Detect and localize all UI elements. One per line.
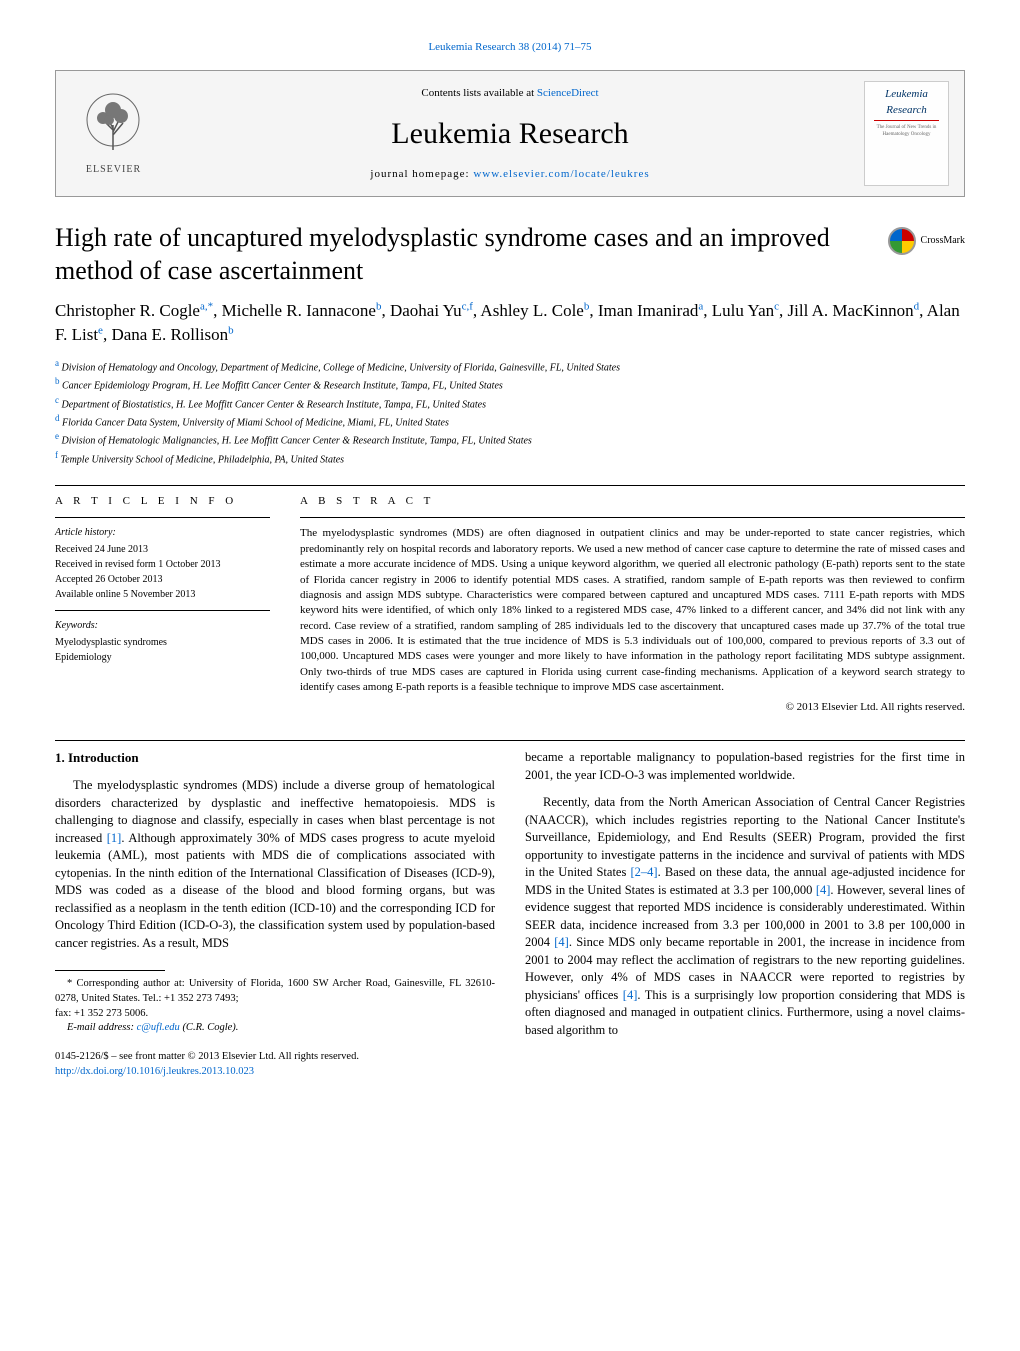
body-paragraph: The myelodysplastic syndromes (MDS) incl… [55,777,495,952]
divider [55,485,965,486]
history-label: Article history: [55,526,270,540]
body-paragraph: became a reportable malignancy to popula… [525,749,965,784]
fax-note: fax: +1 352 273 5006. [55,1007,495,1022]
email-suffix: (C.R. Cogle). [180,1022,239,1033]
affiliation-line: e Division of Hematologic Malignancies, … [55,430,965,448]
revised-date: Received in revised form 1 October 2013 [55,557,270,572]
divider [55,610,270,611]
journal-header: ELSEVIER Contents lists available at Sci… [55,70,965,197]
citation-link[interactable]: [4] [554,935,569,949]
author-email-link[interactable]: c@ufl.edu [137,1022,180,1033]
journal-issue-link[interactable]: Leukemia Research 38 (2014) 71–75 [55,40,965,55]
crossmark-label: CrossMark [921,234,965,248]
citation-link[interactable]: [4] [623,988,638,1002]
affiliation-line: a Division of Hematology and Oncology, D… [55,357,965,375]
affiliation-line: d Florida Cancer Data System, University… [55,412,965,430]
citation-link[interactable]: [4] [816,883,831,897]
elsevier-logo: ELSEVIER [71,86,156,181]
email-label: E-mail address: [67,1022,137,1033]
abstract-heading: A B S T R A C T [300,494,965,509]
journal-name: Leukemia Research [156,113,864,155]
affiliation-line: c Department of Biostatistics, H. Lee Mo… [55,394,965,412]
affiliations: a Division of Hematology and Oncology, D… [55,357,965,467]
article-info-column: A R T I C L E I N F O Article history: R… [55,494,270,715]
elsevier-label: ELSEVIER [86,163,141,177]
abstract-column: A B S T R A C T The myelodysplastic synd… [300,494,965,715]
author-list: Christopher R. Coglea,*, Michelle R. Ian… [55,299,965,347]
journal-homepage-link[interactable]: www.elsevier.com/locate/leukres [473,168,649,180]
homepage-line: journal homepage: www.elsevier.com/locat… [156,167,864,182]
left-column: 1. Introduction The myelodysplastic synd… [55,749,495,1079]
body-paragraph: Recently, data from the North American A… [525,794,965,1039]
keyword: Epidemiology [55,650,270,665]
abstract-text: The myelodysplastic syndromes (MDS) are … [300,526,965,695]
corresponding-author-note: * Corresponding author at: University of… [55,977,495,1006]
elsevier-tree-icon [81,90,146,160]
email-note: E-mail address: c@ufl.edu (C.R. Cogle). [55,1021,495,1036]
divider [55,740,965,741]
citation-link[interactable]: [1] [107,831,122,845]
homepage-prefix: journal homepage: [370,168,473,180]
article-title: High rate of uncaptured myelodysplastic … [55,222,868,287]
abstract-copyright: © 2013 Elsevier Ltd. All rights reserved… [300,700,965,715]
divider [55,517,270,518]
affiliation-line: b Cancer Epidemiology Program, H. Lee Mo… [55,375,965,393]
keyword: Myelodysplastic syndromes [55,635,270,650]
section-heading: 1. Introduction [55,749,495,767]
right-column: became a reportable malignancy to popula… [525,749,965,1079]
keywords-label: Keywords: [55,619,270,633]
citation-link[interactable]: [2–4] [631,865,658,879]
sciencedirect-link[interactable]: ScienceDirect [537,87,599,99]
cover-subtitle: The Journal of New Trends in Haematology… [870,124,943,138]
issn-line: 0145-2126/$ – see front matter © 2013 El… [55,1050,495,1065]
crossmark-badge[interactable]: CrossMark [888,227,965,255]
online-date: Available online 5 November 2013 [55,587,270,602]
article-info-heading: A R T I C L E I N F O [55,494,270,509]
bottom-meta: 0145-2126/$ – see front matter © 2013 El… [55,1050,495,1079]
cover-title: Leukemia Research [874,87,940,121]
contents-prefix: Contents lists available at [421,87,536,99]
footnote-divider [55,970,165,971]
affiliation-line: f Temple University School of Medicine, … [55,449,965,467]
received-date: Received 24 June 2013 [55,542,270,557]
contents-line: Contents lists available at ScienceDirec… [156,86,864,101]
journal-cover-thumbnail: Leukemia Research The Journal of New Tre… [864,81,949,186]
doi-link[interactable]: http://dx.doi.org/10.1016/j.leukres.2013… [55,1066,254,1077]
accepted-date: Accepted 26 October 2013 [55,572,270,587]
crossmark-icon [888,227,916,255]
divider [300,517,965,518]
